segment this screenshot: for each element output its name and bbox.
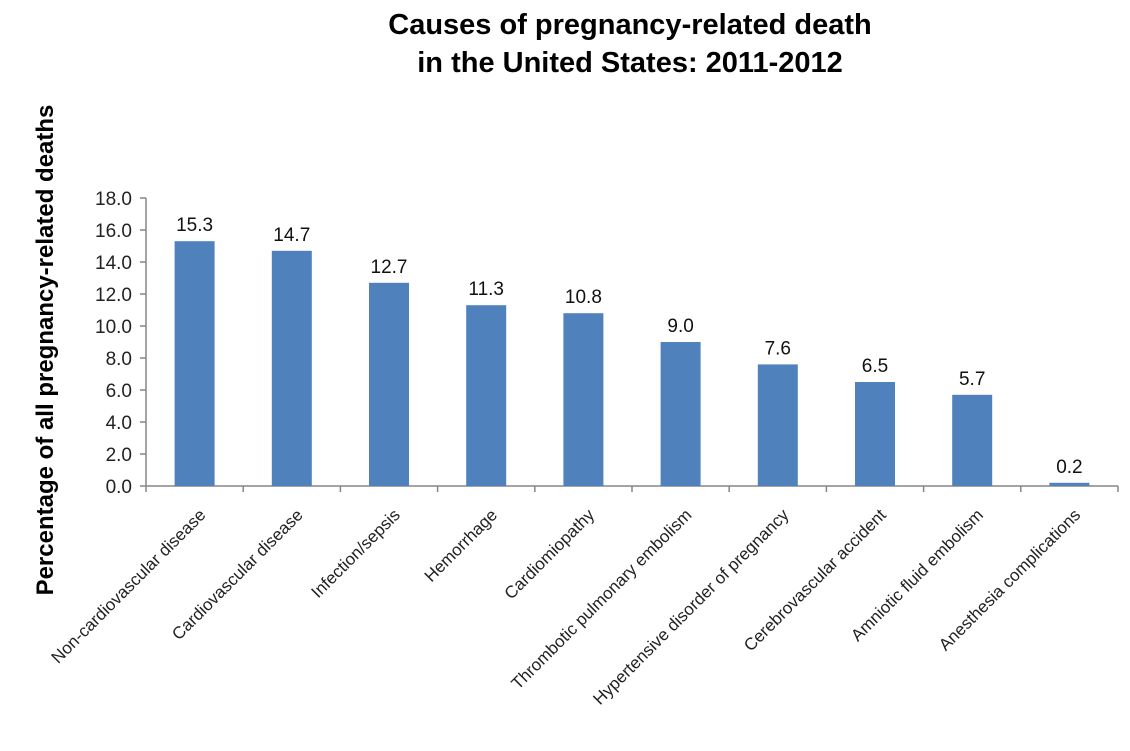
y-tick-label: 12.0 — [95, 285, 132, 306]
chart-title: Causes of pregnancy-related death in the… — [300, 6, 960, 82]
bar — [757, 364, 798, 486]
bar — [174, 241, 215, 486]
category-label: Hypertensive disorder of pregnancy — [589, 505, 793, 709]
y-tick-label: 16.0 — [95, 221, 132, 242]
y-tick-label: 0.0 — [106, 477, 132, 498]
bars — [174, 241, 1090, 486]
category-label: Non-cardiovascular disease — [48, 505, 210, 667]
bar — [466, 305, 507, 486]
data-label: 12.7 — [371, 257, 408, 278]
y-tick-label: 6.0 — [106, 381, 132, 402]
bar — [952, 394, 993, 486]
y-tick-label: 8.0 — [106, 349, 132, 370]
data-label: 9.0 — [667, 316, 693, 337]
y-tick-label: 14.0 — [95, 253, 132, 274]
bar — [1049, 482, 1090, 486]
bar — [271, 250, 312, 486]
y-tick-label: 2.0 — [106, 445, 132, 466]
data-label: 7.6 — [765, 338, 791, 359]
bar — [855, 382, 895, 486]
category-label: Cardiomiopathy — [501, 505, 599, 603]
data-label: 10.8 — [565, 287, 602, 308]
y-tick-label: 18.0 — [95, 189, 132, 210]
category-label: Hemorrhage — [421, 505, 501, 585]
bar — [369, 282, 409, 486]
data-label: 0.2 — [1056, 457, 1082, 478]
chart-title-line-2: in the United States: 2011-2012 — [417, 47, 843, 79]
data-label: 5.7 — [959, 369, 985, 390]
y-tick-label: 4.0 — [106, 413, 132, 434]
y-tick-label: 10.0 — [95, 317, 132, 338]
bar — [563, 313, 604, 486]
data-label: 6.5 — [862, 356, 888, 377]
category-label: Infection/sepsis — [308, 505, 404, 601]
data-label: 14.7 — [273, 225, 310, 246]
data-label: 11.3 — [468, 279, 504, 300]
category-label: Thrombotic pulmonary embolism — [508, 505, 696, 693]
data-label: 15.3 — [176, 215, 213, 236]
chart-title-line-1: Causes of pregnancy-related death — [388, 9, 872, 41]
bar — [660, 342, 701, 486]
